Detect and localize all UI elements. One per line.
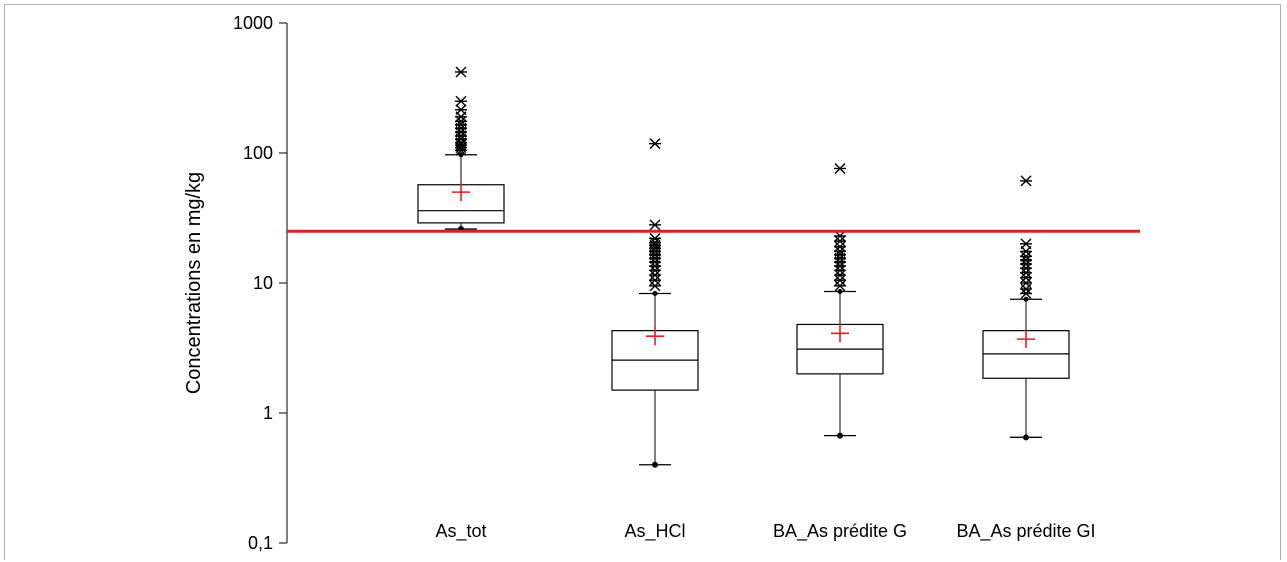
outlier-point [1020, 277, 1032, 289]
category-label: As_tot [435, 521, 486, 542]
box-4 [982, 175, 1070, 441]
outlier-point [455, 95, 467, 107]
outlier-point [1020, 238, 1032, 250]
outlier-point [649, 274, 661, 286]
max-marker [458, 152, 464, 158]
outlier-point [649, 138, 661, 150]
y-axis: 1000 100 10 1 0,1 [233, 13, 288, 553]
outlier-point [1020, 283, 1032, 295]
category-label: As_HCl [624, 521, 685, 542]
outlier-point [649, 280, 661, 292]
outlier-point [649, 219, 661, 231]
box-1 [417, 66, 505, 233]
category-labels: As_tot As_HCl BA_As prédite G BA_As prédite… [435, 521, 1095, 542]
y-tick-label: 100 [243, 143, 273, 163]
y-tick-label: 0,1 [248, 533, 273, 553]
max-marker [837, 289, 843, 295]
category-label: BA_As prédite GI [956, 521, 1095, 542]
box-3 [796, 162, 884, 439]
outlier-point [455, 139, 467, 151]
outlier-point [834, 241, 846, 253]
max-marker [652, 291, 658, 297]
box-series [417, 66, 1070, 468]
y-axis-title: Concentrations en mg/kg [183, 172, 205, 394]
box-2 [611, 138, 699, 468]
outlier-point [834, 162, 846, 174]
outlier-point [649, 232, 661, 244]
chart-frame [4, 4, 1281, 560]
outlier-point [455, 104, 467, 116]
y-tick-label: 1000 [233, 13, 273, 33]
category-label: BA_As prédite G [773, 521, 907, 542]
min-marker [652, 461, 658, 468]
min-marker [1023, 434, 1029, 441]
max-marker [1023, 296, 1029, 302]
y-tick-label: 10 [253, 273, 273, 293]
y-tick-label: 1 [263, 403, 273, 423]
min-marker [837, 432, 843, 439]
outlier-point [1020, 250, 1032, 262]
outlier-point [834, 280, 846, 292]
outlier-point [834, 274, 846, 286]
outlier-point [1020, 175, 1032, 187]
outlier-point [455, 66, 467, 78]
outlier-point [834, 235, 846, 247]
